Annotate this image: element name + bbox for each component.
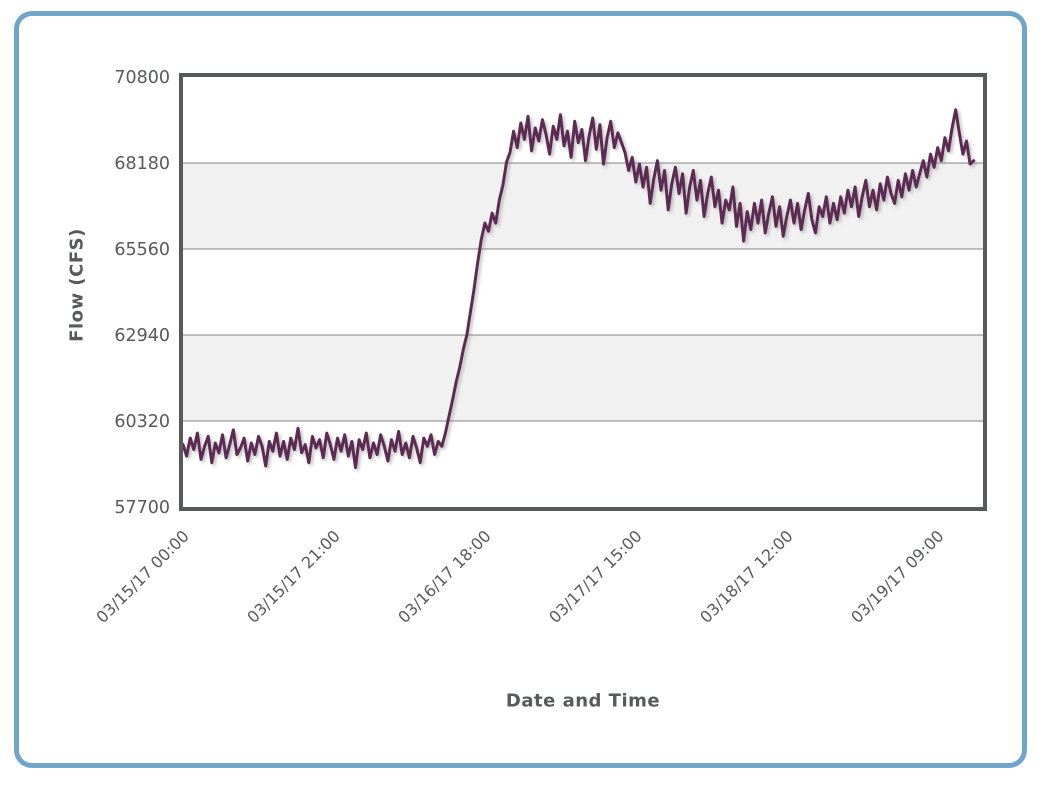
- grid-lines: [183, 162, 983, 422]
- x-tick-label: 03/17/17 15:00: [545, 526, 645, 626]
- plot-band: [183, 163, 983, 249]
- x-axis-title: Date and Time: [505, 690, 661, 712]
- y-axis-tick-labels: 57700 60320 62940 65560 68180 70800: [114, 68, 170, 518]
- x-tick-label: 03/15/17 21:00: [243, 526, 343, 626]
- y-tick-label: 60320: [114, 412, 170, 432]
- x-tick-label: 03/19/17 09:00: [847, 526, 947, 626]
- flow-series: [181, 108, 976, 470]
- plot-border: [179, 73, 987, 511]
- y-tick-label: 57700: [114, 498, 170, 518]
- flow-series-line: [181, 108, 976, 470]
- y-axis-title: Flow (CFS): [66, 228, 88, 342]
- plot-band: [183, 335, 983, 421]
- plot-bands: [183, 77, 983, 507]
- x-tick-label: 03/15/17 00:00: [92, 526, 192, 626]
- plot-band: [183, 421, 983, 507]
- y-tick-label: 68180: [114, 154, 170, 174]
- plot-border-rect: [179, 73, 987, 511]
- x-tick-label: 03/16/17 18:00: [394, 526, 494, 626]
- plot-band: [183, 249, 983, 335]
- y-tick-label: 62940: [114, 326, 170, 346]
- y-tick-label: 70800: [114, 68, 170, 88]
- x-tick-label: 03/18/17 12:00: [696, 526, 796, 626]
- y-tick-label: 65560: [114, 240, 170, 260]
- x-axis-tick-labels: 03/15/17 00:00 03/15/17 21:00 03/16/17 18:…: [92, 526, 947, 626]
